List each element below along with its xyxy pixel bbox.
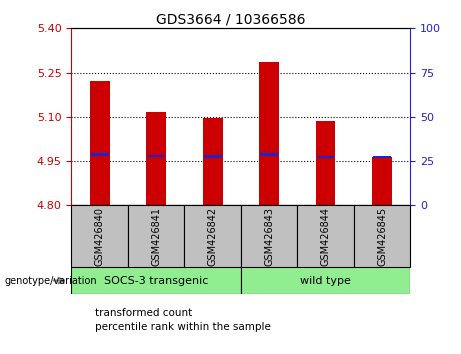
Text: wild type: wild type bbox=[300, 275, 351, 286]
Bar bbox=[354, 205, 410, 267]
Bar bbox=[147, 155, 165, 157]
Bar bbox=[317, 156, 335, 158]
Text: percentile rank within the sample: percentile rank within the sample bbox=[95, 322, 272, 332]
Bar bbox=[203, 118, 223, 205]
Bar bbox=[373, 156, 391, 158]
Text: genotype/variation: genotype/variation bbox=[5, 275, 97, 286]
Bar bbox=[71, 267, 241, 294]
Bar bbox=[146, 112, 166, 205]
Bar bbox=[71, 205, 128, 267]
Bar bbox=[91, 153, 109, 156]
Text: SOCS-3 transgenic: SOCS-3 transgenic bbox=[104, 275, 208, 286]
Bar bbox=[204, 155, 222, 158]
Text: GSM426845: GSM426845 bbox=[377, 207, 387, 266]
Text: GSM426844: GSM426844 bbox=[320, 207, 331, 266]
Bar bbox=[241, 267, 410, 294]
Bar bbox=[184, 205, 241, 267]
Text: GDS3664 / 10366586: GDS3664 / 10366586 bbox=[156, 12, 305, 27]
Bar bbox=[128, 205, 184, 267]
Bar bbox=[241, 205, 297, 267]
Bar bbox=[90, 81, 110, 205]
Bar bbox=[372, 156, 392, 205]
Bar bbox=[316, 121, 336, 205]
Text: GSM426840: GSM426840 bbox=[95, 207, 105, 266]
Bar bbox=[260, 153, 278, 156]
Text: GSM426842: GSM426842 bbox=[207, 207, 218, 266]
Text: GSM426841: GSM426841 bbox=[151, 207, 161, 266]
Bar bbox=[259, 62, 279, 205]
Text: GSM426843: GSM426843 bbox=[264, 207, 274, 266]
Text: transformed count: transformed count bbox=[95, 308, 193, 318]
Bar bbox=[297, 205, 354, 267]
